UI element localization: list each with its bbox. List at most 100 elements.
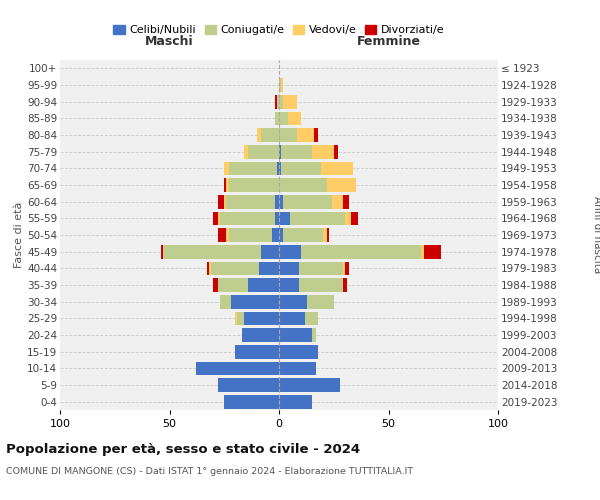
Bar bbox=[277, 162, 279, 175]
Bar bbox=[299, 278, 343, 292]
Bar bbox=[279, 212, 290, 225]
Bar bbox=[332, 195, 343, 208]
Bar bbox=[299, 262, 343, 275]
Bar bbox=[229, 162, 277, 175]
Bar bbox=[279, 195, 283, 208]
Bar bbox=[214, 278, 218, 292]
Bar bbox=[275, 195, 279, 208]
Bar bbox=[277, 95, 279, 108]
Bar bbox=[218, 278, 248, 292]
Bar bbox=[343, 262, 344, 275]
Bar bbox=[307, 295, 334, 308]
Bar bbox=[296, 128, 314, 142]
Bar bbox=[231, 295, 279, 308]
Bar bbox=[279, 145, 281, 158]
Bar bbox=[312, 145, 334, 158]
Bar bbox=[229, 178, 279, 192]
Text: Popolazione per età, sesso e stato civile - 2024: Popolazione per età, sesso e stato civil… bbox=[6, 442, 360, 456]
Bar bbox=[320, 162, 353, 175]
Bar bbox=[272, 228, 279, 242]
Bar bbox=[275, 112, 279, 125]
Bar bbox=[305, 312, 319, 325]
Bar bbox=[279, 128, 296, 142]
Y-axis label: Fasce di età: Fasce di età bbox=[14, 202, 24, 268]
Bar bbox=[275, 95, 277, 108]
Bar bbox=[161, 245, 163, 258]
Bar bbox=[345, 212, 351, 225]
Bar bbox=[312, 328, 316, 342]
Legend: Celibi/Nubili, Coniugati/e, Vedovi/e, Divorziati/e: Celibi/Nubili, Coniugati/e, Vedovi/e, Di… bbox=[109, 20, 449, 40]
Bar bbox=[345, 262, 349, 275]
Bar bbox=[220, 295, 231, 308]
Bar bbox=[218, 212, 220, 225]
Bar bbox=[224, 178, 226, 192]
Bar bbox=[279, 262, 299, 275]
Bar bbox=[279, 378, 340, 392]
Bar bbox=[244, 312, 279, 325]
Bar bbox=[163, 245, 262, 258]
Bar bbox=[207, 262, 209, 275]
Bar bbox=[196, 362, 279, 375]
Bar bbox=[262, 245, 279, 258]
Bar bbox=[279, 362, 316, 375]
Bar bbox=[288, 112, 301, 125]
Bar bbox=[279, 178, 327, 192]
Text: COMUNE DI MANGONE (CS) - Dati ISTAT 1° gennaio 2024 - Elaborazione TUTTITALIA.IT: COMUNE DI MANGONE (CS) - Dati ISTAT 1° g… bbox=[6, 468, 413, 476]
Bar bbox=[421, 245, 424, 258]
Bar bbox=[279, 162, 281, 175]
Bar bbox=[224, 395, 279, 408]
Bar bbox=[244, 145, 248, 158]
Bar bbox=[424, 245, 441, 258]
Bar bbox=[281, 145, 312, 158]
Bar bbox=[290, 212, 344, 225]
Bar bbox=[242, 328, 279, 342]
Bar bbox=[220, 212, 275, 225]
Bar bbox=[211, 262, 259, 275]
Bar bbox=[279, 78, 281, 92]
Bar bbox=[226, 195, 275, 208]
Bar bbox=[235, 345, 279, 358]
Bar bbox=[238, 312, 244, 325]
Bar bbox=[343, 195, 349, 208]
Text: Maschi: Maschi bbox=[145, 36, 194, 49]
Bar bbox=[257, 128, 262, 142]
Bar bbox=[248, 278, 279, 292]
Bar bbox=[279, 112, 288, 125]
Bar bbox=[327, 228, 329, 242]
Bar bbox=[235, 312, 238, 325]
Bar bbox=[209, 262, 211, 275]
Bar bbox=[224, 195, 226, 208]
Text: Anni di nascita: Anni di nascita bbox=[592, 196, 600, 274]
Bar bbox=[226, 178, 229, 192]
Bar bbox=[283, 228, 323, 242]
Bar bbox=[262, 128, 279, 142]
Text: Femmine: Femmine bbox=[356, 36, 421, 49]
Bar bbox=[218, 378, 279, 392]
Bar bbox=[314, 128, 319, 142]
Bar bbox=[229, 228, 272, 242]
Bar bbox=[279, 278, 299, 292]
Bar bbox=[275, 212, 279, 225]
Bar bbox=[224, 162, 229, 175]
Bar bbox=[279, 312, 305, 325]
Bar bbox=[351, 212, 358, 225]
Bar bbox=[226, 228, 229, 242]
Bar bbox=[218, 228, 226, 242]
Bar bbox=[279, 228, 283, 242]
Bar bbox=[279, 345, 319, 358]
Bar bbox=[214, 212, 218, 225]
Bar bbox=[279, 395, 312, 408]
Bar bbox=[301, 245, 421, 258]
Bar bbox=[334, 145, 338, 158]
Bar bbox=[281, 162, 320, 175]
Bar bbox=[218, 195, 224, 208]
Bar bbox=[343, 278, 347, 292]
Bar bbox=[279, 295, 307, 308]
Bar bbox=[323, 228, 327, 242]
Bar bbox=[279, 95, 283, 108]
Bar bbox=[279, 245, 301, 258]
Bar bbox=[279, 328, 312, 342]
Bar bbox=[281, 78, 283, 92]
Bar bbox=[327, 178, 356, 192]
Bar bbox=[283, 95, 296, 108]
